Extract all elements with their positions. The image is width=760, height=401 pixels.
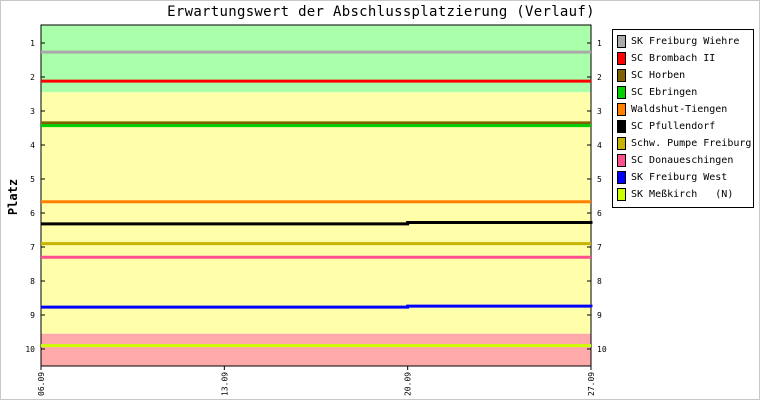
legend-label: SC Pfullendorf bbox=[631, 121, 716, 132]
y-tick-label-right: 3 bbox=[597, 107, 602, 116]
legend-item: SK Freiburg Wiehre bbox=[617, 33, 753, 50]
y-tick-label-left: 9 bbox=[30, 311, 35, 320]
legend-swatch bbox=[617, 171, 626, 184]
plot-border bbox=[40, 24, 592, 367]
legend-item: Schw. Pumpe Freiburg bbox=[617, 135, 753, 152]
legend-label: SC Horben bbox=[631, 70, 686, 81]
legend-label: Waldshut-Tiengen bbox=[631, 104, 728, 115]
legend-label: SC Ebringen bbox=[631, 87, 698, 98]
legend-swatch bbox=[617, 120, 626, 133]
legend-swatch bbox=[617, 35, 626, 48]
x-tick-label: 06.09 bbox=[37, 372, 46, 396]
legend-swatch bbox=[617, 103, 626, 116]
y-tick-label-right: 8 bbox=[597, 277, 602, 286]
legend-item: SC Brombach II bbox=[617, 50, 753, 67]
y-tick-label-right: 2 bbox=[597, 73, 602, 82]
legend-item: SC Donaueschingen bbox=[617, 152, 753, 169]
x-tick-label: 27.09 bbox=[587, 372, 596, 396]
y-axis-label: Platz bbox=[6, 179, 20, 215]
band-2 bbox=[41, 333, 591, 366]
y-tick-label-left: 4 bbox=[30, 141, 35, 150]
y-tick-label-left: 1 bbox=[30, 39, 35, 48]
legend-label: SK Freiburg West bbox=[631, 172, 728, 183]
chart-title: Erwartungswert der Abschlussplatzierung … bbox=[167, 4, 595, 20]
legend-swatch bbox=[617, 69, 626, 82]
y-tick-label-right: 9 bbox=[597, 311, 602, 320]
legend-swatch bbox=[617, 52, 626, 65]
legend-label: SC Brombach II bbox=[631, 53, 716, 64]
legend-swatch bbox=[617, 86, 626, 99]
y-tick-label-left: 5 bbox=[30, 175, 35, 184]
y-tick-label-left: 10 bbox=[25, 345, 35, 354]
y-tick-label-left: 7 bbox=[30, 243, 35, 252]
y-tick-label-right: 4 bbox=[597, 141, 602, 150]
band-1 bbox=[41, 92, 591, 334]
y-tick-label-right: 5 bbox=[597, 175, 602, 184]
legend-label: SC Donaueschingen bbox=[631, 155, 734, 166]
legend-swatch bbox=[617, 188, 626, 201]
series-line-5 bbox=[41, 221, 593, 226]
legend: SK Freiburg Wiehre SC Brombach II SC Horbe… bbox=[612, 29, 754, 208]
legend-item: Waldshut-Tiengen bbox=[617, 101, 753, 118]
legend-label: SK Meßkirch (N) bbox=[631, 189, 734, 200]
legend-item: SC Horben bbox=[617, 67, 753, 84]
y-tick-label-right: 1 bbox=[597, 39, 602, 48]
x-tick-label: 13.09 bbox=[220, 372, 229, 396]
legend-label: Schw. Pumpe Freiburg bbox=[631, 138, 752, 149]
y-tick-label-right: 10 bbox=[597, 345, 607, 354]
legend-swatch bbox=[617, 154, 626, 167]
legend-label: SK Freiburg Wiehre bbox=[631, 36, 740, 47]
legend-item: SK Freiburg West bbox=[617, 169, 753, 186]
y-tick-label-left: 2 bbox=[30, 73, 35, 82]
series-line-8 bbox=[41, 304, 593, 309]
legend-item: SC Ebringen bbox=[617, 84, 753, 101]
legend-swatch bbox=[617, 137, 626, 150]
y-tick-label-left: 3 bbox=[30, 107, 35, 116]
y-tick-label-right: 7 bbox=[597, 243, 602, 252]
y-tick-label-right: 6 bbox=[597, 209, 602, 218]
y-tick-label-left: 6 bbox=[30, 209, 35, 218]
x-tick-label: 20.09 bbox=[404, 372, 413, 396]
legend-item: SK Meßkirch (N) bbox=[617, 186, 753, 203]
y-tick-label-left: 8 bbox=[30, 277, 35, 286]
legend-item: SC Pfullendorf bbox=[617, 118, 753, 135]
